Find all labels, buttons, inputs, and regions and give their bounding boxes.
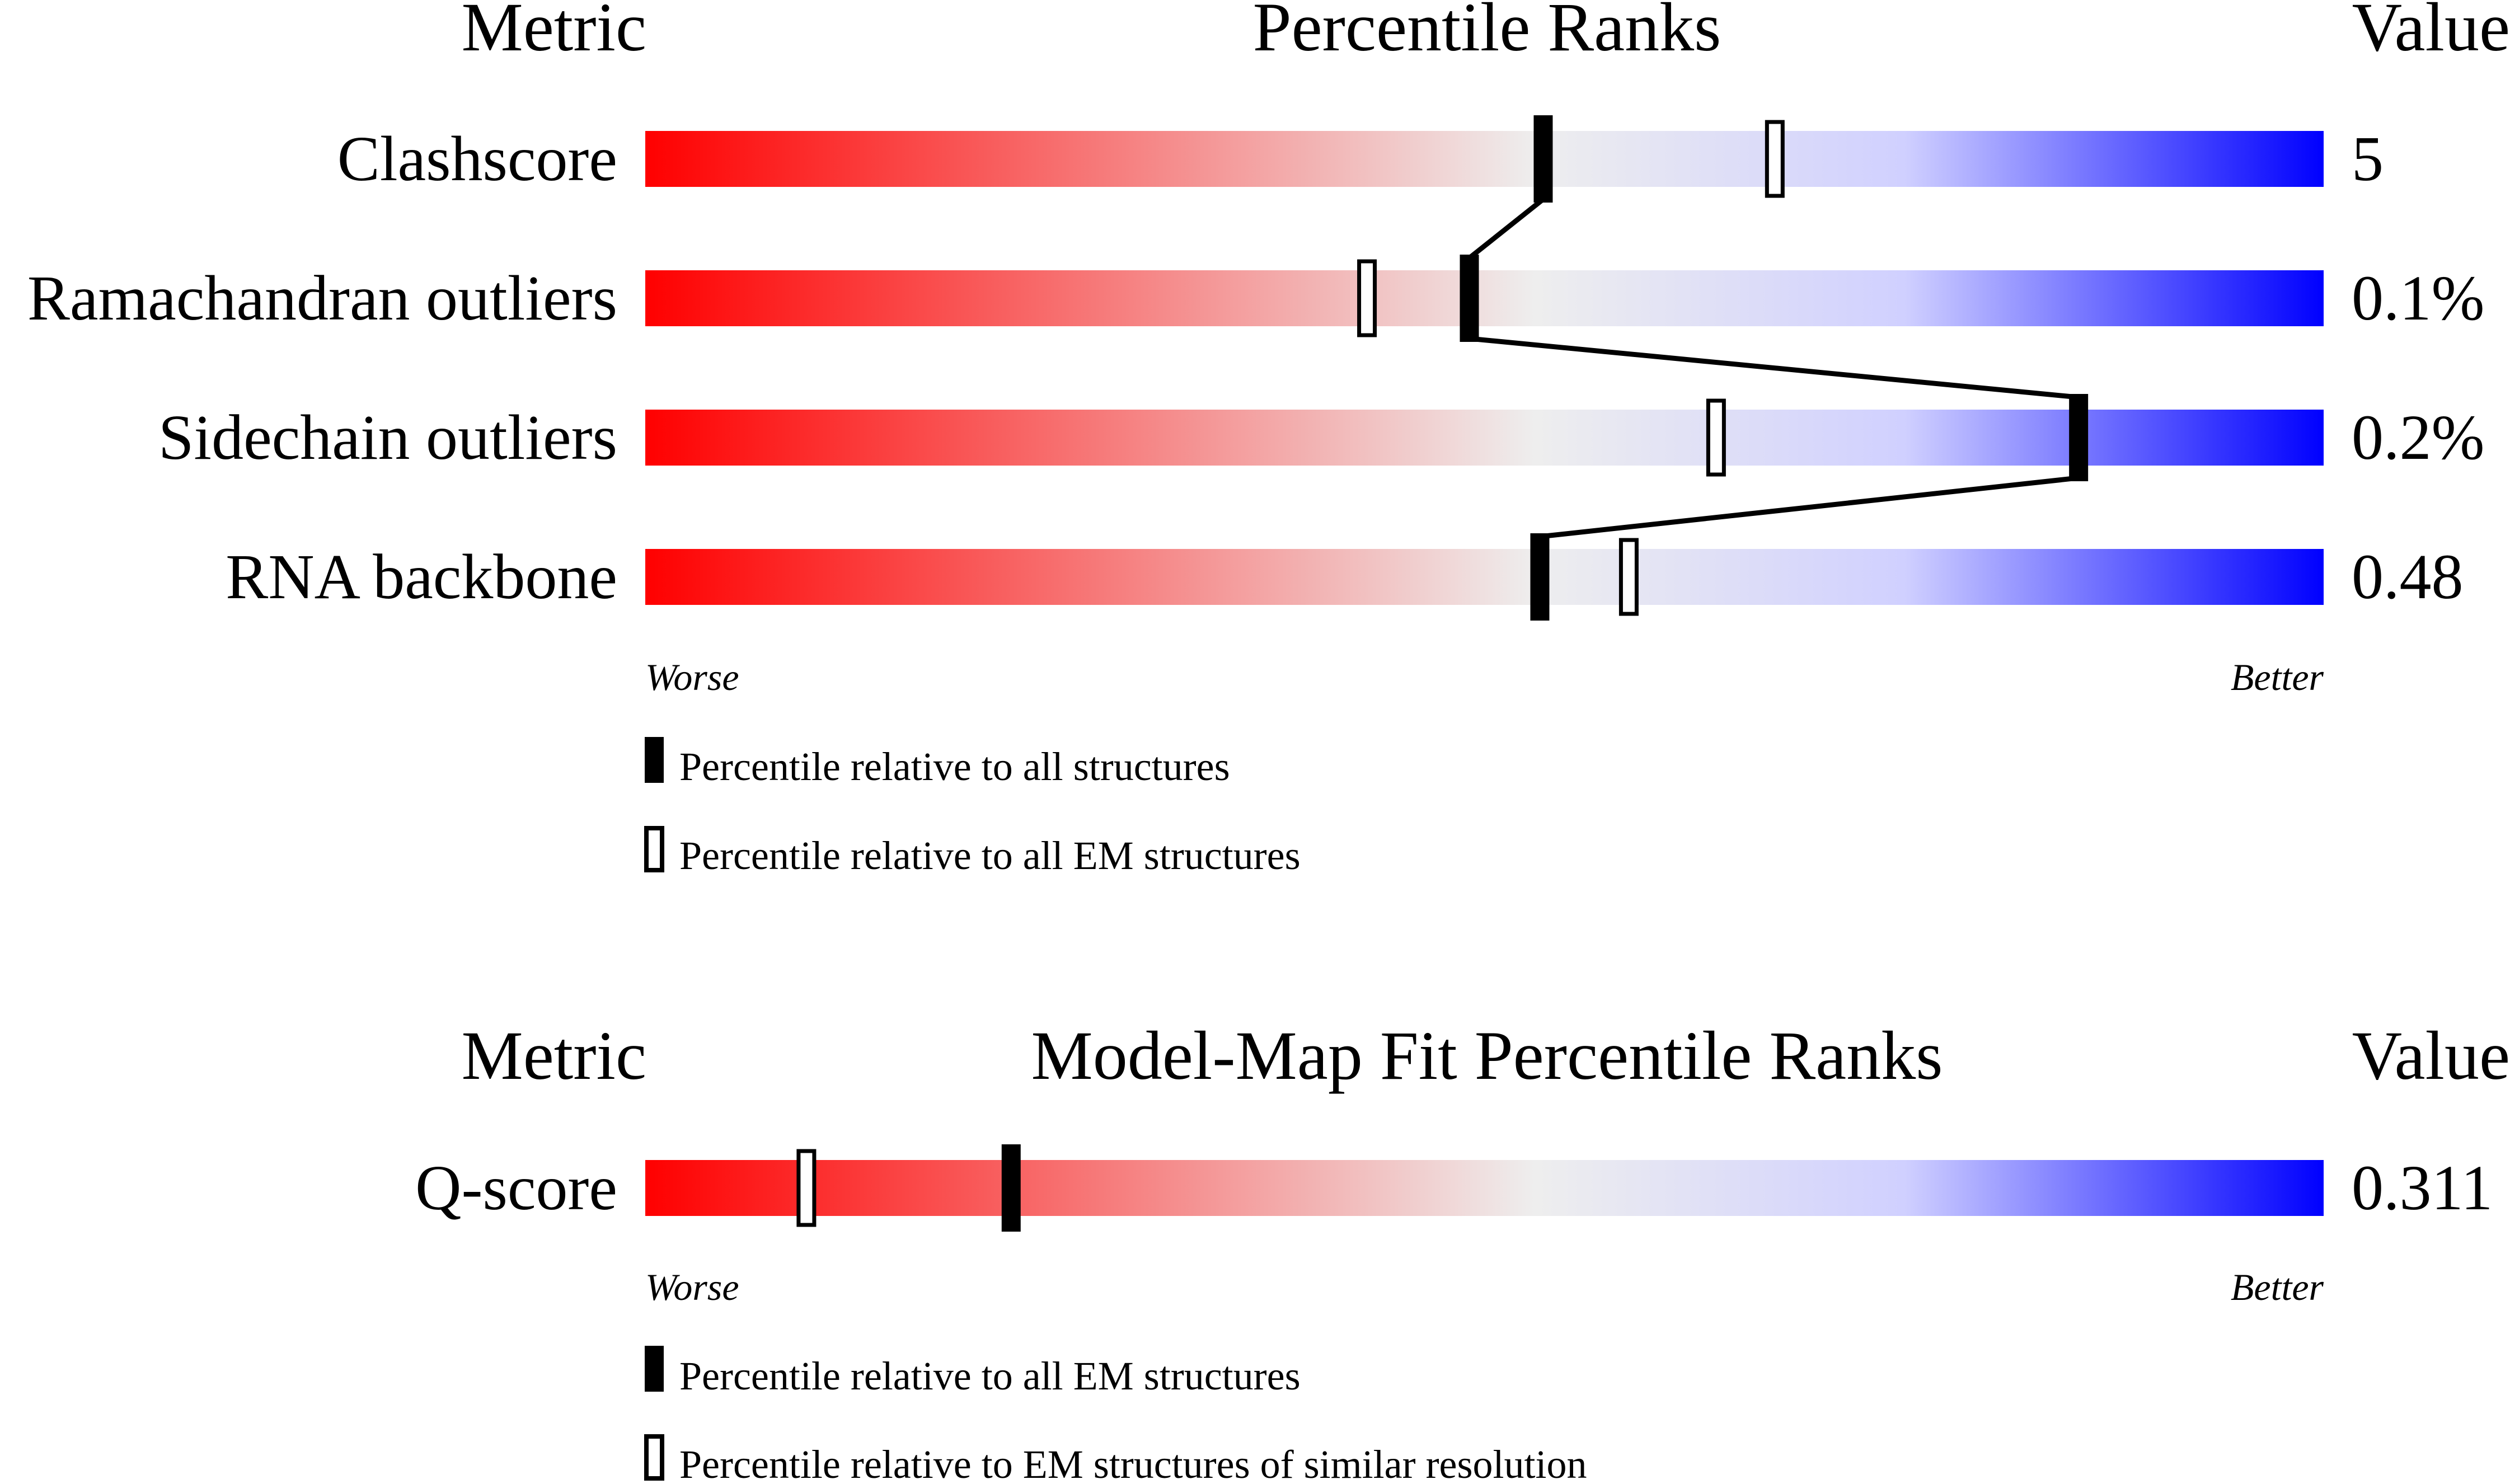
legend-open-marker-2 <box>644 1434 664 1481</box>
all-percentile-marker <box>1460 255 1479 342</box>
metric-header: Metric <box>461 0 646 65</box>
legend-open-marker <box>644 826 664 872</box>
value-header: Value <box>2352 0 2510 65</box>
worse-label: Worse <box>645 656 739 698</box>
markers <box>796 1144 1021 1232</box>
legend-all-label: Percentile relative to all structures <box>679 744 1230 789</box>
panel1-rows: Clashscore 5 Ramachandran outliers 0.1% Side… <box>27 115 2485 621</box>
metric-value: 0.1% <box>2352 262 2484 334</box>
better-label-2: Better <box>2231 1266 2324 1308</box>
metric-header-2: Metric <box>461 1017 646 1094</box>
percentile-bar <box>645 270 2324 326</box>
em-percentile-marker <box>1357 259 1377 337</box>
chart-title: Percentile Ranks <box>1253 0 1721 65</box>
metric-label: Q-score <box>415 1152 617 1223</box>
legend-all-label-2: Percentile relative to all EM structures <box>679 1354 1301 1398</box>
connector-line <box>1469 336 2079 400</box>
worse-label-2: Worse <box>645 1266 739 1308</box>
value-header-2: Value <box>2352 1017 2510 1094</box>
all-percentile-marker <box>1530 533 1550 621</box>
all-percentile-marker <box>1533 115 1553 203</box>
metric-label: Ramachandran outliers <box>27 262 617 334</box>
percentile-bar <box>645 131 2324 187</box>
panel2-rows: Q-score 0.311 <box>415 1144 2493 1232</box>
legend-em-label: Percentile relative to all EM structures <box>679 833 1301 878</box>
metric-value: 0.2% <box>2352 402 2484 473</box>
em-percentile-marker <box>1765 120 1785 198</box>
connector-lines <box>1467 197 2079 539</box>
percentile-bar <box>645 1160 2324 1216</box>
em-percentile-marker <box>796 1149 817 1227</box>
metric-label: Clashscore <box>337 123 617 194</box>
em-percentile-marker <box>1706 398 1726 477</box>
metric-label: Sidechain outliers <box>158 402 617 473</box>
percentile-bar <box>645 549 2324 605</box>
legend-filled-marker <box>645 737 664 783</box>
metric-value: 5 <box>2352 123 2384 194</box>
better-label: Better <box>2231 656 2324 698</box>
em-percentile-marker <box>1618 538 1639 616</box>
connector-line <box>1467 197 1545 260</box>
bar-rows: Clashscore 5 Ramachandran outliers 0.1% Side… <box>27 123 2485 612</box>
metric-label: RNA backbone <box>226 541 617 612</box>
metric-value: 0.311 <box>2352 1152 2493 1223</box>
all-percentile-marker <box>2069 394 2089 481</box>
bar-rows: Q-score 0.311 <box>415 1152 2493 1223</box>
legend-filled-marker-2 <box>645 1346 664 1392</box>
percentile-bar <box>645 410 2324 466</box>
metric-value: 0.48 <box>2352 541 2464 612</box>
connector-line <box>1539 475 2079 539</box>
all-percentile-marker <box>1001 1144 1021 1232</box>
chart-title-2: Model-Map Fit Percentile Ranks <box>1031 1017 1943 1094</box>
markers <box>1357 115 2089 621</box>
legend-em-label-2: Percentile relative to EM structures of … <box>679 1442 1587 1484</box>
